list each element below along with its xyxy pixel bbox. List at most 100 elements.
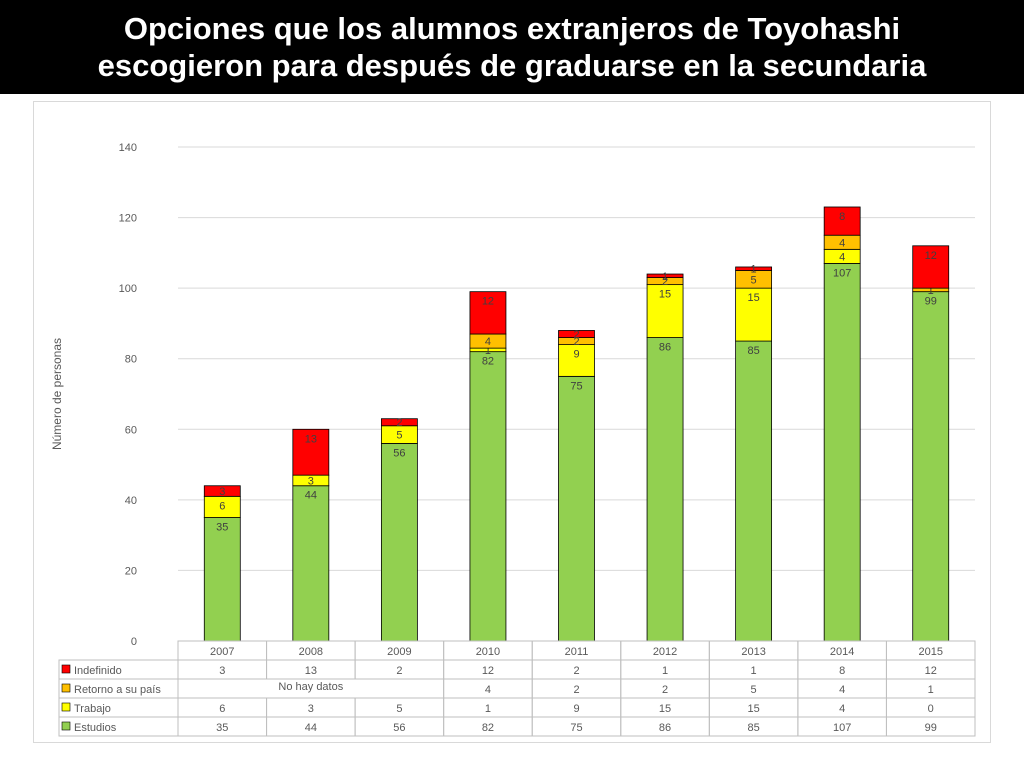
y-tick-label: 60 [125,424,137,436]
data-label: 1 [662,271,668,283]
data-label: 35 [216,522,228,534]
data-label: 6 [219,500,225,512]
bar-segment-estudios [646,337,684,642]
bar-segment-estudios [292,485,330,642]
data-label: 5 [396,430,402,442]
bar-segment-indefinido [203,485,241,497]
bar-segment-indefinido [646,273,684,278]
bar-segment-estudios [823,263,861,642]
table-value: 0 [928,703,934,715]
table-header-label: 2008 [299,646,323,658]
data-label: 2 [662,276,668,288]
y-tick-label: 40 [125,495,137,507]
table-value: 4 [839,703,845,715]
table-header-label: 2012 [653,646,677,658]
table-value: 44 [305,722,317,734]
table-header-label: 2011 [565,646,589,658]
data-label: 85 [747,345,759,357]
table-header-label: 2013 [741,646,765,658]
data-label: 4 [485,336,491,348]
data-label: 56 [393,447,405,459]
slide-title: Opciones que los alumnos extranjeros de … [0,0,1024,94]
table-value: 99 [925,722,937,734]
data-label: 5 [751,274,757,286]
y-axis-title: Número de personas [50,338,64,450]
chart-area: 0 20 40 60 80 100 120 140 Número de personas 35 6 3… [33,101,991,743]
data-label: 12 [482,296,494,308]
data-label: 99 [925,296,937,308]
table-header-label: 2014 [830,646,854,658]
table-header-label: 2009 [387,646,411,658]
legend-label: Retorno a su país [74,684,161,696]
table-value: 85 [747,722,759,734]
data-label: 4 [839,251,845,263]
y-tick-label: 100 [119,283,137,295]
legend-label: Indefinido [74,665,122,677]
table-value: 2 [573,665,579,677]
data-label: 8 [839,211,845,223]
bar-segment-estudios [469,351,507,642]
title-line-1: Opciones que los alumnos extranjeros de … [123,11,901,46]
bar-segment-indefinido [735,266,773,271]
data-label: 15 [747,292,759,304]
data-label: 86 [659,342,671,354]
data-label: 75 [570,380,582,392]
table-header-label: 2015 [918,646,942,658]
table-value: 2 [662,684,668,696]
bar-segment-estudios [558,375,595,642]
bar-segment-indefinido [912,245,950,289]
table-value: 3 [308,703,314,715]
table-value: 107 [833,722,851,734]
table-header-label: 2010 [476,646,500,658]
data-label: 9 [573,349,579,361]
bar-segment-indefinido [558,330,595,338]
data-label: 3 [219,486,225,498]
data-label: 44 [305,490,317,502]
bar-segment-estudios [380,442,418,642]
table-value: 2 [396,665,402,677]
bar-segment-indefinido [380,418,418,427]
table-value: 13 [305,665,317,677]
table-value: 15 [659,703,671,715]
table-value: 2 [573,684,579,696]
data-label: 13 [305,433,317,445]
table-value: 35 [216,722,228,734]
y-tick-label: 0 [131,636,137,648]
title-line-2: escogieron para después de graduarse en … [97,48,927,83]
table-value: 8 [839,665,845,677]
table-value: 6 [219,703,225,715]
table-value: 1 [662,665,668,677]
y-tick-label: 120 [119,213,137,225]
data-label: 1 [751,264,757,276]
bar-segment-estudios [735,340,773,642]
y-tick-label: 20 [125,565,137,577]
bar-segment-estudios [912,291,950,642]
table-value: 1 [485,703,491,715]
data-label: 2 [396,417,402,429]
data-label: 82 [482,356,494,368]
legend-key [61,664,71,674]
bar-segment-indefinido [469,291,507,335]
data-label: 1 [485,345,491,357]
data-label: 12 [925,250,937,262]
table-value: 4 [485,684,491,696]
table-value: 12 [925,665,937,677]
data-label: 107 [833,267,851,279]
legend-key [61,702,71,712]
legend-key [61,721,71,731]
table-value: 82 [482,722,494,734]
table-value: 5 [396,703,402,715]
table-cell [885,716,976,737]
data-label: 15 [659,289,671,301]
table-value: 56 [393,722,405,734]
table-value: 12 [482,665,494,677]
table-header-label: 2007 [210,646,234,658]
table-value: 4 [839,684,845,696]
legend-label: Trabajo [74,703,111,715]
legend-label: Estudios [74,722,117,734]
y-tick-label: 80 [125,354,137,366]
bar-segment-trabajo [735,287,773,342]
table-value: 3 [219,665,225,677]
table-value: 15 [747,703,759,715]
